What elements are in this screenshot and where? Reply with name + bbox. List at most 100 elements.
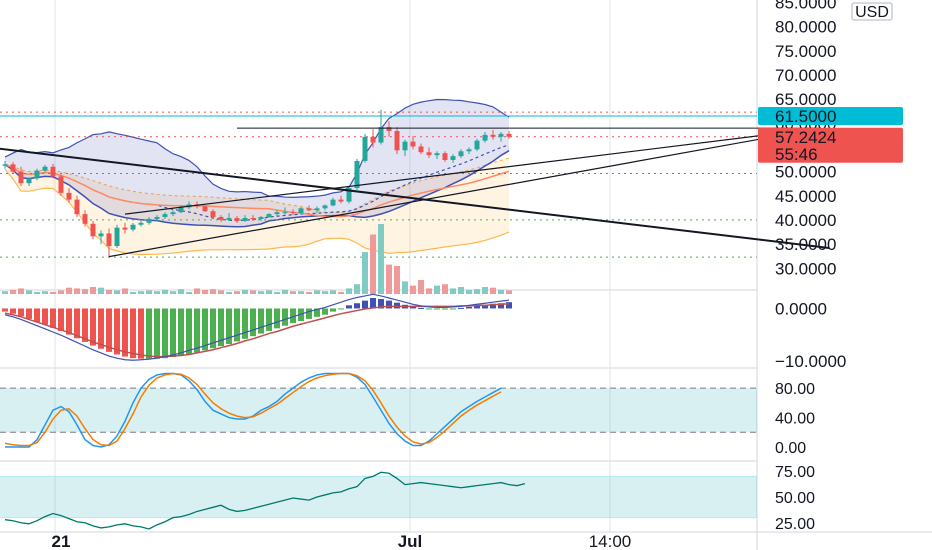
candle-body-5 <box>42 166 48 171</box>
macd-histogram-bar-48 <box>386 300 392 309</box>
volume-bar-26 <box>210 289 216 294</box>
macd-histogram-bar-33 <box>266 308 272 331</box>
candle-body-20 <box>162 214 168 218</box>
volume-bar-54 <box>434 285 440 294</box>
candle-body-57 <box>458 151 464 157</box>
volume-bar-50 <box>402 281 408 294</box>
volume-bar-4 <box>34 291 40 294</box>
volume-bar-13 <box>106 289 112 294</box>
volume-bar-7 <box>58 290 64 294</box>
candle-body-31 <box>250 217 256 219</box>
macd-histogram-bar-13 <box>106 308 112 352</box>
macd-histogram-bar-51 <box>410 306 416 309</box>
candle-body-18 <box>146 218 152 223</box>
macd-histogram-bar-61 <box>490 303 496 309</box>
volume-bar-38 <box>306 291 312 294</box>
candle-body-60 <box>482 134 488 141</box>
stochastic-tick-label-1: 40.00 <box>775 411 815 428</box>
trendline-1 <box>108 127 822 258</box>
candle-body-47 <box>378 127 384 143</box>
candle-body-29 <box>234 217 240 221</box>
candle-body-1 <box>10 164 16 172</box>
volume-bar-61 <box>490 287 496 294</box>
macd-histogram-bar-31 <box>250 308 256 337</box>
candle-body-42 <box>338 199 344 202</box>
candle-body-12 <box>98 233 104 237</box>
volume-bar-27 <box>218 290 224 294</box>
stochastic-tick-label-0: 80.00 <box>775 381 815 398</box>
candle-body-35 <box>282 212 288 214</box>
volume-bar-19 <box>154 291 160 294</box>
candle-body-53 <box>426 152 432 156</box>
macd-histogram-bar-11 <box>90 308 96 346</box>
rsi-pane[interactable] <box>0 471 757 530</box>
macd-histogram-bar-40 <box>322 308 328 315</box>
price-tick-label-top: 85.0000 <box>775 0 836 12</box>
macd-histogram-bar-60 <box>482 304 488 309</box>
macd-histogram-bar-43 <box>346 305 352 309</box>
volume-bar-14 <box>114 290 120 294</box>
volume-bar-1 <box>10 289 16 294</box>
volume-bar-63 <box>506 290 512 294</box>
volume-bar-41 <box>330 290 336 294</box>
candle-body-9 <box>74 199 80 215</box>
price-tick-label-3: 65.0000 <box>775 90 836 109</box>
macd-histogram-bar-59 <box>474 305 480 309</box>
volume-bar-29 <box>234 291 240 294</box>
volume-bar-49 <box>394 266 400 294</box>
blue-band-upper <box>4 98 510 198</box>
time-axis[interactable]: 21 Jul 14:00 <box>52 532 632 550</box>
volume-bar-59 <box>474 289 480 294</box>
price-pane[interactable] <box>0 98 830 258</box>
macd-histogram-bar-27 <box>218 308 224 347</box>
volume-bar-15 <box>122 288 128 294</box>
macd-histogram-bar-56 <box>450 308 456 310</box>
volume-bar-53 <box>426 288 432 294</box>
volume-bar-48 <box>386 264 392 294</box>
volume-bar-39 <box>314 290 320 294</box>
rsi-tick-label-2: 25.00 <box>775 516 815 533</box>
orange-band-upper <box>4 157 510 214</box>
macd-histogram-bar-32 <box>258 308 264 334</box>
macd-signal-line <box>4 303 510 358</box>
volume-bar-55 <box>442 284 448 294</box>
volume-bar-60 <box>482 287 488 294</box>
volume-bar-44 <box>354 284 360 294</box>
candle-body-45 <box>362 136 368 161</box>
candle-body-28 <box>226 217 232 220</box>
volume-bar-33 <box>266 290 272 294</box>
candle-body-10 <box>82 214 88 224</box>
candle-body-36 <box>290 212 296 214</box>
volume-bar-11 <box>90 287 96 294</box>
candle-body-30 <box>242 217 248 221</box>
macd-line <box>4 293 510 361</box>
macd-pane[interactable] <box>2 293 512 361</box>
stochastic-pane[interactable] <box>0 372 757 448</box>
candle-body-3 <box>26 178 32 184</box>
macd-histogram-bar-62 <box>498 303 504 309</box>
macd-histogram-bar-39 <box>314 308 320 317</box>
price-axis[interactable]: 85.0000USD80.000075.000070.000065.000060… <box>775 0 893 533</box>
price-tick-label-8: 35.0000 <box>775 235 836 254</box>
candle-body-7 <box>58 176 64 193</box>
macd-tick-label-1: −10.0000 <box>775 352 846 371</box>
volume-bar-8 <box>66 287 72 294</box>
time-label-1: Jul <box>398 532 423 550</box>
macd-histogram-bar-29 <box>234 308 240 342</box>
candle-body-14 <box>114 227 120 247</box>
macd-histogram-bar-36 <box>290 308 296 324</box>
rsi-tick-label-0: 75.00 <box>775 464 815 481</box>
candle-body-34 <box>274 212 280 215</box>
price-badge-cyan-label: 61.5000 <box>775 107 836 126</box>
candle-body-52 <box>418 146 424 153</box>
macd-histogram-bar-4 <box>34 308 40 323</box>
macd-histogram-bar-45 <box>362 300 368 309</box>
volume-bar-0 <box>2 291 8 294</box>
macd-histogram-bar-38 <box>306 308 312 319</box>
macd-histogram-bar-22 <box>178 308 184 356</box>
volume-bar-40 <box>322 291 328 294</box>
macd-histogram-bar-42 <box>338 308 344 310</box>
volume-pane <box>2 224 512 294</box>
